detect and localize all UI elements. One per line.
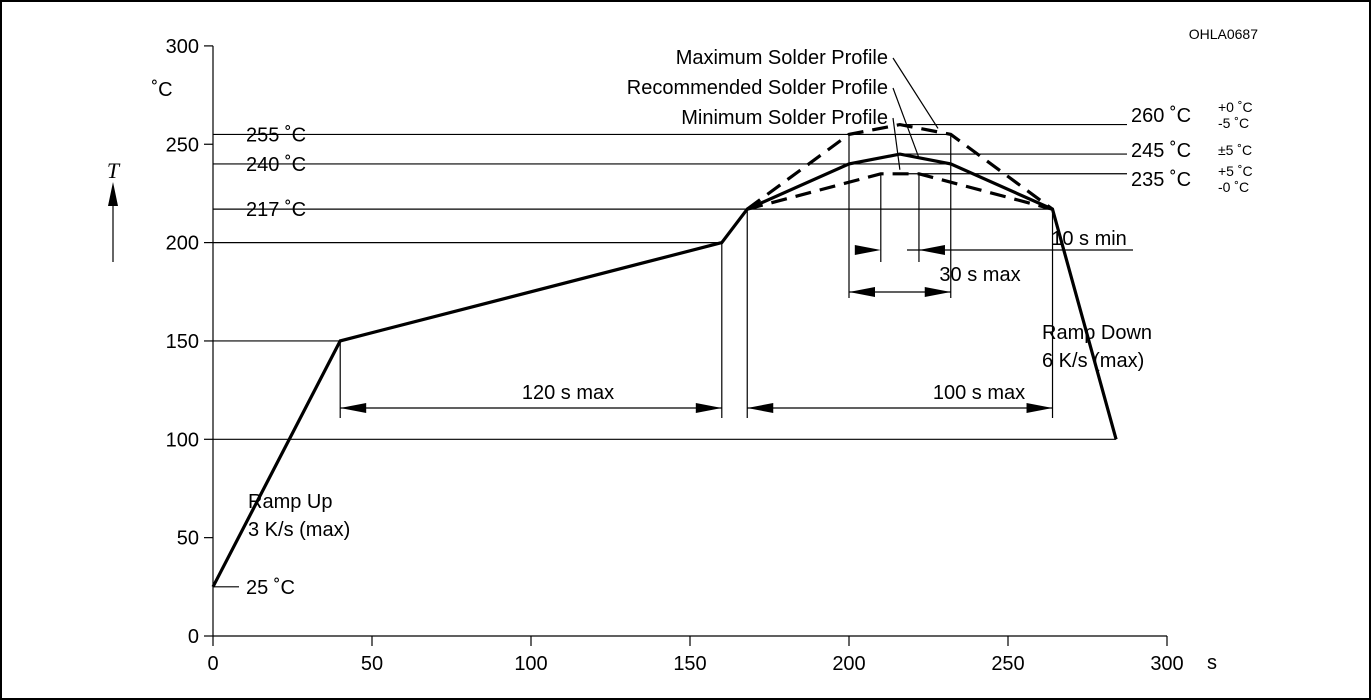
series-leader-2: [892, 117, 901, 170]
y-axis-symbol: T: [107, 158, 121, 183]
series-group: [211, 122, 1118, 588]
x-tick-label-4: 200: [832, 653, 865, 675]
x-tick-label-1: 50: [361, 653, 383, 675]
series-leader-0: [892, 87, 920, 159]
peak-tol-bottom-0: -5 ˚C: [1218, 115, 1249, 131]
axes: 0 50 100 150 200 250 300 0 50 100 150 200 250 300: [108, 36, 1184, 675]
dim-above-217-arrow-left: [747, 403, 774, 413]
series-leader-1: [892, 57, 939, 129]
above-217-duration-label: 100 s max: [933, 382, 1025, 404]
temp-label-1: 217 ˚C: [246, 199, 306, 221]
peak-label-0: 260 ˚C: [1131, 105, 1191, 127]
series-line-0: [211, 152, 1118, 588]
ramp-up-label-1: Ramp Up: [248, 491, 332, 513]
dim-above-217-arrow-right: [1026, 403, 1053, 413]
peak-min-duration-label: 10 s min: [1051, 228, 1127, 250]
dim-preheat-arrow-left: [340, 403, 367, 413]
ramp-down-label-2: 6 K/s (max): [1042, 350, 1144, 372]
y-tick-label-2: 100: [166, 429, 199, 451]
y-tick-label-5: 250: [166, 134, 199, 156]
peak-tol-bottom-2: -0 ˚C: [1218, 179, 1249, 195]
peak-tol-top-2: +5 ˚C: [1218, 163, 1253, 179]
y-axis-arrow-head: [108, 182, 118, 206]
dim-peak-max-arrow-right: [924, 287, 951, 297]
x-tick-label-5: 250: [991, 653, 1024, 675]
dim-peak-min-arrow-left: [854, 245, 881, 255]
x-tick-label-0: 0: [207, 653, 218, 675]
y-tick-label-0: 0: [188, 626, 199, 648]
labels-group: Recommended Solder Profile Maximum Solder…: [213, 47, 1253, 599]
dim-peak-max-arrow-left: [849, 287, 875, 297]
temp-label-2: 240 ˚C: [246, 154, 306, 176]
preheat-duration-label: 120 s max: [522, 382, 614, 404]
series-label-0: Recommended Solder Profile: [627, 77, 888, 99]
peak-label-2: 235 ˚C: [1131, 169, 1191, 191]
series-line-2: [746, 172, 1053, 211]
reference-lines: [213, 123, 1133, 440]
y-tick-label-1: 50: [177, 528, 199, 550]
y-axis-unit: ˚C: [151, 79, 172, 101]
x-axis-unit: s: [1207, 652, 1217, 674]
x-tick-label-6: 300: [1150, 653, 1183, 675]
dim-preheat-arrow-right: [695, 403, 722, 413]
x-tick-label-2: 100: [514, 653, 547, 675]
peak-tol-1: ±5 ˚C: [1218, 142, 1252, 158]
figure-code: OHLA0687: [1189, 26, 1258, 42]
series-label-2: Minimum Solder Profile: [681, 107, 888, 129]
temp-label-0: 25 ˚C: [246, 577, 295, 599]
series-line-1: [746, 122, 1054, 211]
y-tick-label-6: 300: [166, 36, 199, 58]
y-tick-label-4: 200: [166, 233, 199, 255]
ramp-down-label-1: Ramp Down: [1042, 322, 1152, 344]
dim-peak-min-arrow-right: [918, 245, 945, 255]
ramp-up-label-2: 3 K/s (max): [248, 519, 350, 541]
x-tick-label-3: 150: [673, 653, 706, 675]
series-label-1: Maximum Solder Profile: [676, 47, 888, 69]
y-tick-label-3: 150: [166, 331, 199, 353]
peak-tol-top-0: +0 ˚C: [1218, 99, 1253, 115]
temp-label-3: 255 ˚C: [246, 124, 306, 146]
peak-label-1: 245 ˚C: [1131, 140, 1191, 162]
peak-max-duration-label: 30 s max: [939, 264, 1020, 286]
